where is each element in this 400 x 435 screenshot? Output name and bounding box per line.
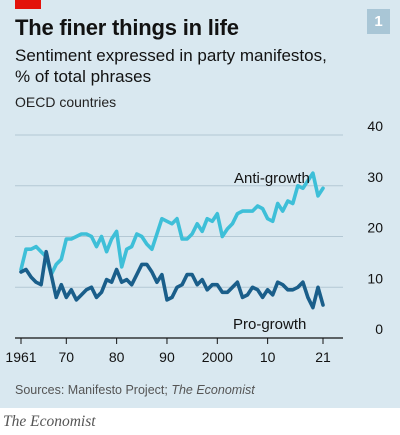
annotation-anti-growth: Anti-growth xyxy=(234,170,310,187)
chart-number-badge: 1 xyxy=(367,9,390,34)
x-tick-label-2010: 10 xyxy=(260,349,276,365)
source-italic: The Economist xyxy=(171,383,255,397)
x-tick-label-1980: 80 xyxy=(109,349,125,365)
x-tick-label-1990: 90 xyxy=(159,349,175,365)
series-line-anti-growth xyxy=(19,171,325,277)
x-tick-label-2021: 21 xyxy=(315,349,331,365)
x-tick-label-1961: 1961 xyxy=(5,349,36,365)
y-tick-label-0: 0 xyxy=(375,321,383,337)
line-chart: 0 10 20 30 40 1961 70 80 90 2000 10 21 Anti-growth Pr… xyxy=(5,120,383,365)
chart-subtitle: Sentiment expressed in party manifestos,… xyxy=(15,46,327,86)
source-prefix: Sources: Manifesto Project; xyxy=(15,383,172,397)
series-line-pro-growth xyxy=(19,249,325,310)
x-tick-label-2000: 2000 xyxy=(202,349,233,365)
footer-band xyxy=(0,408,400,435)
brand-wordmark: The Economist xyxy=(3,413,96,430)
x-tick-label-1970: 70 xyxy=(59,349,75,365)
chart-title: The finer things in life xyxy=(15,15,239,40)
y-tick-label-40: 40 xyxy=(367,120,383,134)
annotation-pro-growth: Pro-growth xyxy=(233,316,306,333)
y-tick-label-30: 30 xyxy=(367,169,383,185)
y-tick-label-10: 10 xyxy=(367,270,383,286)
chart-scope-note: OECD countries xyxy=(15,94,117,110)
brand-red-tag xyxy=(15,0,41,9)
y-tick-label-20: 20 xyxy=(367,220,383,236)
source-note: Sources: Manifesto Project; The Economis… xyxy=(15,383,255,397)
